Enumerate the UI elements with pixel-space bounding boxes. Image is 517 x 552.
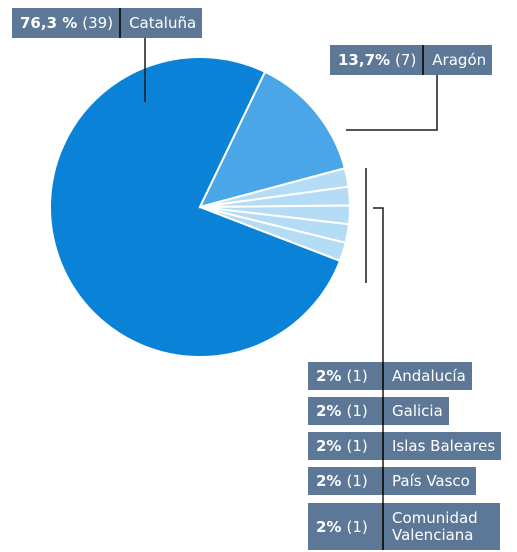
category-label: Andalucía [382,362,472,390]
category-label: Islas Baleares [382,432,502,460]
label-value: 2% (1) [308,362,382,390]
percent-label: 13,7% [338,51,391,69]
percent-label: 2% [316,517,342,536]
percent-label: 2% [316,402,342,420]
count-label: (1) [346,472,368,490]
label-box: 2% (1) Andalucía [308,362,472,390]
label-value: 2% (1) [308,432,382,460]
pie-slice [49,56,342,358]
category-label: Aragón [422,45,493,75]
category-label: Comunidad Valenciana [382,503,500,550]
label-box: 2% (1) País Vasco [308,467,476,495]
percent-label: 2% [316,367,342,385]
label-box: 2% (1) Comunidad Valenciana [308,503,500,550]
category-label: País Vasco [382,467,476,495]
count-label: (39) [82,14,114,32]
count-label: (1) [346,402,368,420]
label-value: 2% (1) [308,397,382,425]
pie-slice [199,206,347,263]
count-label: (1) [346,517,368,536]
label-value: 2% (1) [308,467,382,495]
label-value: 76,3 % (39) [12,8,120,38]
count-label: (1) [346,437,368,455]
label-box: 76,3 % (39) Cataluña [12,8,203,38]
leader-line [346,75,438,131]
percent-label: 2% [316,472,342,490]
label-box: 2% (1) Galicia [308,397,449,425]
percent-label: 76,3 % [20,14,78,32]
category-label: Galicia [382,397,449,425]
count-label: (1) [346,367,368,385]
label-value: 2% (1) [308,503,382,550]
label-box: 2% (1) Islas Baleares [308,432,502,460]
pie-slice [198,70,347,209]
percent-label: 2% [316,437,342,455]
label-value: 13,7% (7) [330,45,423,75]
pie [49,56,352,358]
category-label: Cataluña [119,8,203,38]
label-box: 13,7% (7) Aragón [330,45,493,75]
count-label: (7) [395,51,417,69]
